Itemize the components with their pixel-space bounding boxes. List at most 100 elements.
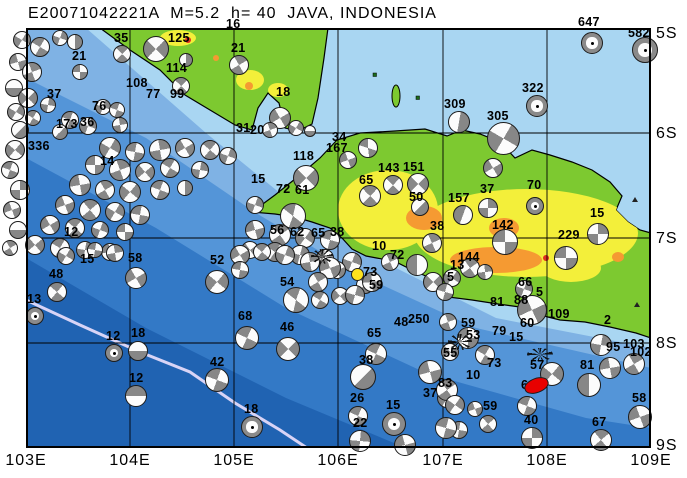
focal-mechanism-symbol [283, 287, 309, 313]
focal-mechanism-symbol [436, 283, 454, 301]
depth-label: 79 [492, 324, 507, 338]
focal-mechanism-symbol [231, 261, 249, 279]
depth-label: 322 [522, 81, 544, 95]
depth-label: 18 [131, 326, 146, 340]
focal-mechanism-symbol [350, 364, 376, 390]
depth-label: 12 [106, 329, 121, 343]
focal-mechanism-symbol [109, 102, 125, 118]
focal-mechanism-symbol [587, 223, 609, 245]
focal-mechanism-symbol [2, 240, 18, 256]
focal-mechanism-symbol [149, 139, 171, 161]
depth-label: 336 [28, 139, 50, 153]
focal-mechanism-symbol [26, 307, 44, 325]
focal-mechanism-symbol [200, 140, 220, 160]
depth-label: 125 [168, 31, 190, 45]
focal-mechanism-symbol [130, 205, 150, 225]
focal-mechanism-symbol [91, 221, 109, 239]
focal-mechanism-symbol [40, 215, 60, 235]
focal-mechanism-symbol [448, 111, 470, 133]
depth-label: 15 [590, 206, 605, 220]
depth-label: 34 [332, 130, 347, 144]
depth-label: 70 [527, 178, 542, 192]
focal-mechanism-symbol [25, 235, 45, 255]
depth-label: 114 [166, 61, 188, 75]
depth-label: 21 [72, 49, 87, 63]
focal-mechanism-symbol [116, 223, 134, 241]
topography-patch [268, 83, 288, 97]
depth-label: 12 [129, 371, 144, 385]
focal-mechanism-symbol [467, 401, 483, 417]
focal-mechanism-symbol [526, 95, 548, 117]
depth-label: 37 [480, 182, 495, 196]
focal-mechanism-symbol [61, 111, 79, 129]
depth-label: 31 [236, 121, 251, 135]
focal-mechanism-symbol [67, 34, 83, 50]
depth-label: 250 [408, 312, 430, 326]
depth-label: 143 [378, 161, 400, 175]
latitude-tick-label: 9S [656, 437, 678, 454]
depth-label: 68 [238, 309, 253, 323]
focal-mechanism-symbol [245, 220, 265, 240]
depth-label: 109 [548, 307, 570, 321]
depth-label: 37 [423, 386, 438, 400]
focal-mechanism-symbol [79, 117, 97, 135]
focal-mechanism-symbol [521, 427, 543, 449]
focal-mechanism-symbol [492, 229, 518, 255]
topography-patch [543, 255, 549, 261]
focal-mechanism-symbol [345, 285, 365, 305]
depth-label: 118 [293, 149, 315, 163]
depth-label: 18 [244, 402, 259, 416]
depth-label: 14 [100, 154, 115, 168]
focal-mechanism-symbol [85, 155, 105, 175]
depth-label: 13 [27, 292, 42, 306]
trench-line [26, 298, 308, 448]
depth-label: 59 [483, 399, 498, 413]
depth-label: 35 [114, 31, 129, 45]
longitude-tick-label: 107E [422, 452, 464, 469]
focal-mechanism-symbol [5, 140, 25, 160]
focal-mechanism-symbol [112, 117, 128, 133]
focal-mechanism-symbol [275, 245, 295, 265]
focal-mechanism-symbol [69, 174, 91, 196]
depth-label: 103 [623, 337, 645, 351]
focal-mechanism-symbol [119, 181, 141, 203]
depth-label: 55 [443, 346, 458, 360]
sea-depth-band [26, 258, 406, 448]
depth-label: 54 [280, 275, 295, 289]
focal-mechanism-symbol [52, 30, 68, 46]
focal-mechanism-symbol [475, 345, 495, 365]
island [415, 95, 420, 100]
focal-mechanism-symbol [87, 242, 103, 258]
focal-mechanism-symbol [422, 233, 442, 253]
island [632, 197, 638, 202]
depth-label: 229 [558, 228, 580, 242]
focal-mechanism-symbol [407, 173, 429, 195]
depth-label: 309 [444, 97, 466, 111]
depth-label: 48 [394, 315, 409, 329]
depth-label: 88 [514, 293, 529, 307]
depth-label: 67 [592, 415, 607, 429]
depth-label: 46 [280, 320, 295, 334]
focal-mechanism-symbol [311, 291, 329, 309]
depth-label: 144 [458, 250, 480, 264]
focal-mechanism-symbol [135, 162, 155, 182]
focal-mechanism-symbol [11, 121, 29, 139]
focal-mechanism-symbol [241, 416, 263, 438]
focal-mechanism-symbol [18, 88, 38, 108]
focal-mechanism-symbol [79, 199, 101, 221]
depth-label: 13 [450, 258, 465, 272]
depth-label: 12 [64, 225, 79, 239]
focal-mechanism-symbol [515, 280, 533, 298]
depth-label: 102 [630, 345, 652, 359]
focal-mechanism-symbol [105, 344, 123, 362]
depth-label: 15 [509, 330, 524, 344]
depth-label: 72 [390, 248, 405, 262]
focal-mechanism-symbol [293, 165, 319, 191]
focal-mechanism-symbol [7, 103, 25, 121]
overlapping-mechanisms-cluster [311, 248, 333, 264]
focal-mechanism-symbol [411, 198, 429, 216]
depth-label: 15 [80, 252, 95, 266]
focal-mechanism-symbol [109, 159, 131, 181]
depth-label: 647 [578, 15, 600, 29]
epicenter-marker [350, 267, 364, 281]
